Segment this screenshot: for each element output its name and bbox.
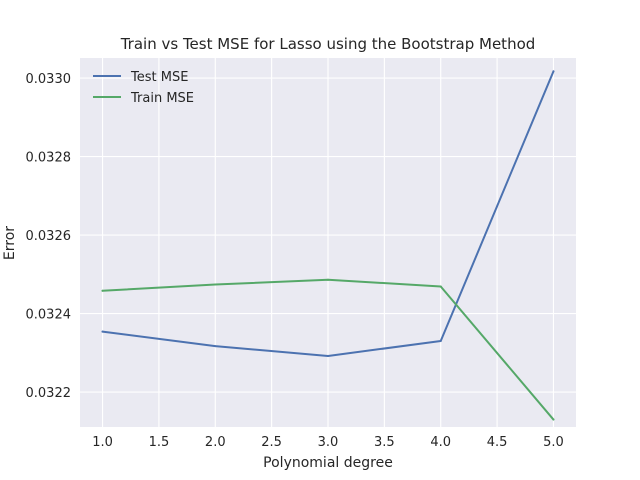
x-tick-label: 1.0 xyxy=(92,435,113,450)
y-tick-label: 0.0322 xyxy=(26,386,72,401)
x-tick-label: 4.0 xyxy=(430,435,451,450)
y-tick-label: 0.0328 xyxy=(26,151,72,166)
grid-layer xyxy=(80,58,576,427)
data-point xyxy=(439,285,442,288)
legend: Test MSE Train MSE xyxy=(93,70,194,106)
x-tick-label: 2.5 xyxy=(261,435,282,450)
x-tick-label: 1.5 xyxy=(149,435,170,450)
tick-labels: 1.0 1.5 2.0 2.5 3.0 3.5 4.0 4.5 5.0 0.0322 0.0324 0… xyxy=(26,72,564,450)
x-tick-label: 4.5 xyxy=(487,435,508,450)
data-point xyxy=(214,283,217,286)
y-axis-label: Error xyxy=(2,226,18,260)
y-tick-label: 0.0326 xyxy=(26,229,72,244)
legend-label: Train MSE xyxy=(130,91,194,106)
y-tick-label: 0.0324 xyxy=(26,308,72,323)
data-point xyxy=(101,330,104,333)
x-axis-label: Polynomial degree xyxy=(263,455,393,471)
x-tick-label: 2.0 xyxy=(205,435,226,450)
x-tick-label: 3.5 xyxy=(374,435,395,450)
y-tick-label: 0.0330 xyxy=(26,72,72,87)
data-point xyxy=(214,345,217,348)
x-tick-label: 3.0 xyxy=(318,435,339,450)
data-point xyxy=(552,70,555,73)
series-layer xyxy=(101,70,555,421)
data-point xyxy=(327,354,329,357)
data-point xyxy=(101,289,104,292)
x-tick-label: 5.0 xyxy=(543,435,564,450)
data-point xyxy=(327,278,329,281)
legend-label: Test MSE xyxy=(130,70,188,85)
data-point xyxy=(439,340,442,343)
data-point xyxy=(552,418,555,421)
chart-title: Train vs Test MSE for Lasso using the Bo… xyxy=(120,35,536,53)
